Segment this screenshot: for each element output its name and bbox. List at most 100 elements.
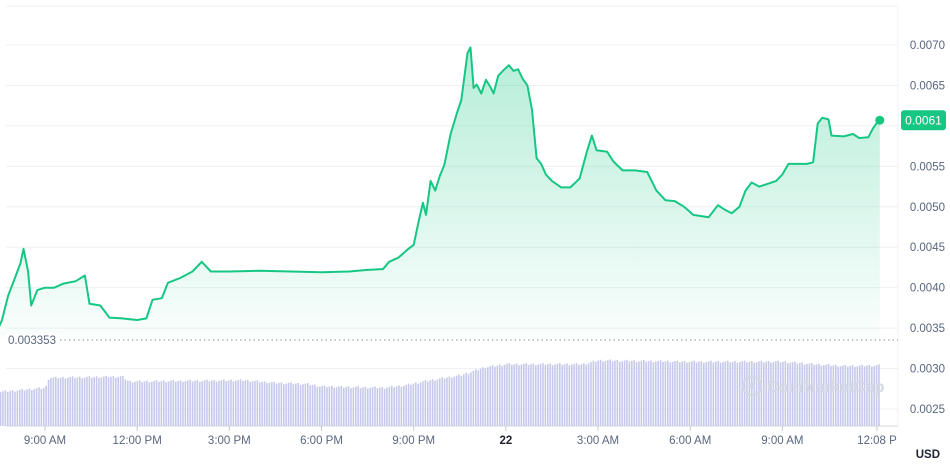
last-price-dot (875, 115, 885, 125)
volume-bar (592, 360, 595, 426)
volume-bar (486, 367, 489, 426)
volume-bar (326, 387, 328, 426)
volume-bar (530, 364, 532, 426)
volume-bar (114, 377, 117, 426)
volume-bar (640, 360, 643, 426)
volume-bar (254, 380, 256, 426)
volume-bars (0, 359, 880, 426)
y-tick-label: 0.0050 (910, 202, 945, 214)
volume-bar (350, 388, 352, 426)
volume-bar (347, 386, 350, 426)
volume-bar (762, 362, 765, 426)
volume-bar (470, 372, 472, 426)
volume-bar (851, 365, 854, 426)
volume-bar (184, 381, 187, 426)
volume-bar (186, 380, 189, 426)
volume-bar (321, 386, 323, 426)
volume-bar (270, 382, 273, 426)
volume-bar (854, 366, 856, 426)
volume-bar (659, 360, 662, 426)
x-tick-label: 9:00 AM (761, 435, 803, 447)
volume-bar (556, 363, 559, 426)
volume-bar (266, 383, 268, 426)
volume-bar (525, 363, 527, 426)
y-tick-label: 0.0035 (910, 323, 945, 335)
volume-bar (714, 361, 717, 426)
volume-bar (594, 361, 597, 426)
price-line-group[interactable] (0, 46, 885, 330)
volume-bar (645, 361, 647, 426)
volume-bar (191, 381, 194, 426)
volume-bar (71, 376, 74, 426)
volume-bar (832, 365, 835, 426)
volume-bar (2, 391, 4, 426)
volume-bar (95, 376, 98, 426)
volume-bar (801, 362, 803, 426)
volume-bar (558, 363, 561, 426)
volume-bar (664, 361, 667, 426)
volume-bar (309, 385, 311, 426)
volume-bar (66, 377, 69, 426)
volume-bar (849, 365, 851, 426)
volume-bar (666, 360, 669, 426)
volume-bar (686, 362, 688, 426)
volume-bar (76, 377, 79, 426)
volume-bar (28, 388, 31, 426)
volume-bar (62, 376, 64, 426)
volume-bar (134, 381, 136, 426)
x-tick-label: 6:00 AM (669, 435, 711, 447)
volume-bar (141, 382, 143, 426)
open-price-label: 0.003353 (8, 335, 56, 347)
volume-bar (369, 387, 371, 426)
volume-bar (458, 374, 460, 426)
volume-bar (858, 365, 861, 426)
volume-bar (551, 365, 554, 426)
volume-bar (782, 361, 784, 426)
volume-bar (818, 363, 820, 426)
volume-bar (870, 366, 873, 426)
volume-bar (395, 386, 398, 426)
volume-bar (726, 360, 729, 426)
volume-bar (798, 363, 801, 426)
volume-bar (16, 390, 19, 426)
volume-bar (30, 390, 33, 426)
volume-bar (695, 362, 698, 426)
x-axis: 9:00 AM 12:00 PM 3:00 PM 6:00 PM 9:00 PM 22 3:… (24, 426, 897, 447)
y-tick-label: 0.0030 (910, 364, 945, 376)
volume-bar (50, 378, 52, 426)
volume-bar (18, 389, 21, 426)
volume-bar (837, 366, 839, 426)
volume-bar (40, 388, 43, 426)
volume-bar (112, 376, 115, 426)
volume-bar (587, 363, 590, 426)
volume-bar (398, 385, 400, 426)
volume-bar (642, 359, 645, 426)
volume-bar (669, 362, 671, 426)
volume-bar (26, 389, 28, 426)
volume-bar (275, 383, 278, 426)
price-area (0, 47, 880, 339)
volume-bar (630, 360, 633, 426)
x-tick-label: 9:00 PM (392, 435, 435, 447)
volume-bar (842, 365, 844, 426)
volume-bar (722, 362, 724, 426)
volume-bar (549, 363, 551, 426)
volume-bar (98, 378, 100, 426)
volume-bar (621, 361, 623, 426)
price-line[interactable] (0, 46, 881, 330)
volume-bar (323, 385, 326, 426)
volume-bar (462, 374, 465, 426)
volume-bar (174, 381, 177, 426)
volume-bar (42, 387, 45, 426)
volume-bar (374, 386, 376, 426)
volume-bar (539, 363, 542, 426)
volume-bar (674, 361, 676, 426)
y-tick-label: 0.0025 (910, 404, 945, 416)
volume-bar (508, 363, 511, 426)
x-tick-label: 6:00 PM (300, 435, 343, 447)
volume-bar (206, 379, 208, 426)
volume-bar (52, 377, 55, 426)
volume-bar (611, 361, 614, 426)
